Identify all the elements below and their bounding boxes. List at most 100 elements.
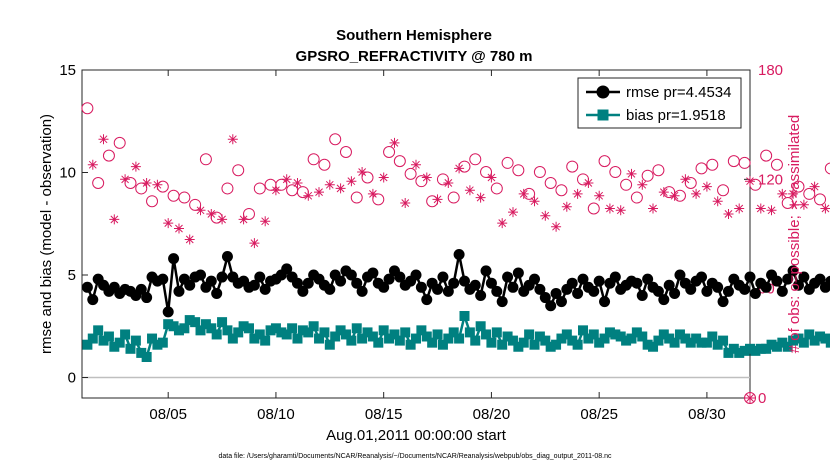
possible-point	[113, 136, 126, 149]
assimilated-point	[260, 216, 271, 227]
possible-point	[339, 146, 352, 158]
bias-point	[626, 333, 637, 344]
bias-point	[529, 339, 540, 350]
bias-point	[486, 337, 497, 348]
assimilated-point	[486, 172, 497, 183]
assimilated-point	[626, 168, 637, 179]
possible-point	[781, 197, 794, 210]
bias-point	[825, 337, 830, 348]
bias-point	[734, 347, 745, 358]
rmse-point	[652, 285, 664, 297]
rmse-point	[792, 279, 804, 291]
assimilated-point	[475, 192, 486, 203]
possible-point	[135, 182, 148, 195]
assimilated-point	[292, 178, 303, 188]
possible-point	[92, 176, 105, 189]
possible-point	[372, 193, 385, 206]
bias-point	[459, 311, 470, 321]
y-axis-right-label: # of obs: o=possible; ∗=assimilated	[786, 115, 803, 354]
rmse-point	[545, 300, 557, 312]
possible-point	[609, 166, 622, 179]
possible-point	[243, 207, 255, 220]
chart-subtitle: GPSRO_REFRACTIVITY @ 780 m	[296, 48, 533, 65]
y-right-tick-label: 0	[758, 390, 766, 407]
bias-point	[340, 329, 351, 340]
possible-point	[824, 162, 830, 175]
bias-point	[319, 327, 330, 338]
assimilated-point	[367, 188, 378, 199]
rmse-point	[485, 277, 497, 289]
possible-point	[447, 191, 460, 204]
assimilated-point	[518, 188, 529, 199]
bias-point	[346, 335, 357, 346]
rmse-point	[749, 287, 761, 299]
assimilated-point	[551, 221, 562, 232]
assimilated-point	[583, 178, 594, 188]
rmse-point	[432, 283, 444, 295]
y-tick-label: 15	[59, 62, 76, 79]
bias-point	[788, 335, 799, 346]
bias-point	[491, 327, 502, 338]
bias-point	[561, 329, 572, 340]
bias-point	[448, 327, 459, 338]
possible-point	[760, 149, 773, 162]
rmse-point	[642, 273, 654, 285]
rmse-point	[162, 306, 174, 318]
possible-point	[221, 182, 234, 195]
assimilated-point	[378, 172, 389, 183]
y-right-tick-label: 180	[758, 62, 783, 79]
assimilated-point-zero	[745, 393, 755, 403]
assimilated-point	[421, 172, 432, 183]
rmse-point	[787, 265, 799, 277]
x-axis-label: Aug.01,2011 00:00:00 start	[326, 427, 507, 444]
bias-point	[244, 323, 254, 334]
assimilated-point	[604, 203, 615, 214]
possible-point	[620, 178, 633, 191]
bias-point	[357, 333, 368, 344]
bias-point	[109, 341, 120, 352]
plot-frame	[81, 69, 751, 399]
rmse-point	[744, 271, 756, 283]
rmse-point	[529, 273, 541, 285]
bias-point	[120, 329, 131, 340]
possible-point	[102, 149, 115, 162]
possible-point	[695, 162, 708, 175]
bias-point	[303, 327, 314, 338]
rmse-point	[168, 253, 180, 265]
assimilated-point	[734, 203, 745, 214]
bias-point	[184, 315, 195, 326]
assimilated-point	[163, 218, 174, 229]
bias-point	[292, 333, 303, 344]
rmse-point	[87, 294, 99, 306]
possible-point	[404, 167, 417, 180]
possible-point	[167, 189, 180, 202]
bias-point	[233, 327, 244, 338]
legend-rmse-marker	[596, 85, 610, 99]
assimilated-point	[529, 196, 540, 207]
rmse-point	[410, 269, 422, 281]
assimilated-point	[87, 159, 98, 170]
rmse-point	[394, 271, 406, 283]
bias-point	[497, 339, 508, 350]
rmse-point	[415, 281, 427, 293]
bias-point	[421, 331, 432, 342]
bias-point	[518, 337, 529, 348]
possible-point	[318, 158, 331, 171]
bias-point	[179, 323, 190, 334]
x-tick-label: 08/10	[257, 406, 295, 423]
assimilated-point	[540, 210, 551, 221]
bias-point	[610, 329, 621, 340]
bias-point	[653, 335, 664, 346]
series-bias	[82, 311, 830, 362]
assimilated-point	[227, 134, 238, 145]
bias-point	[513, 341, 524, 352]
assimilated-point	[777, 188, 788, 199]
bias-point	[103, 331, 114, 342]
bias-point	[820, 333, 830, 344]
rmse-point	[825, 275, 830, 287]
rmse-point	[609, 271, 621, 283]
possible-point	[727, 155, 740, 168]
possible-point	[81, 102, 94, 115]
rmse-point	[448, 277, 460, 289]
bias-point	[276, 327, 287, 338]
